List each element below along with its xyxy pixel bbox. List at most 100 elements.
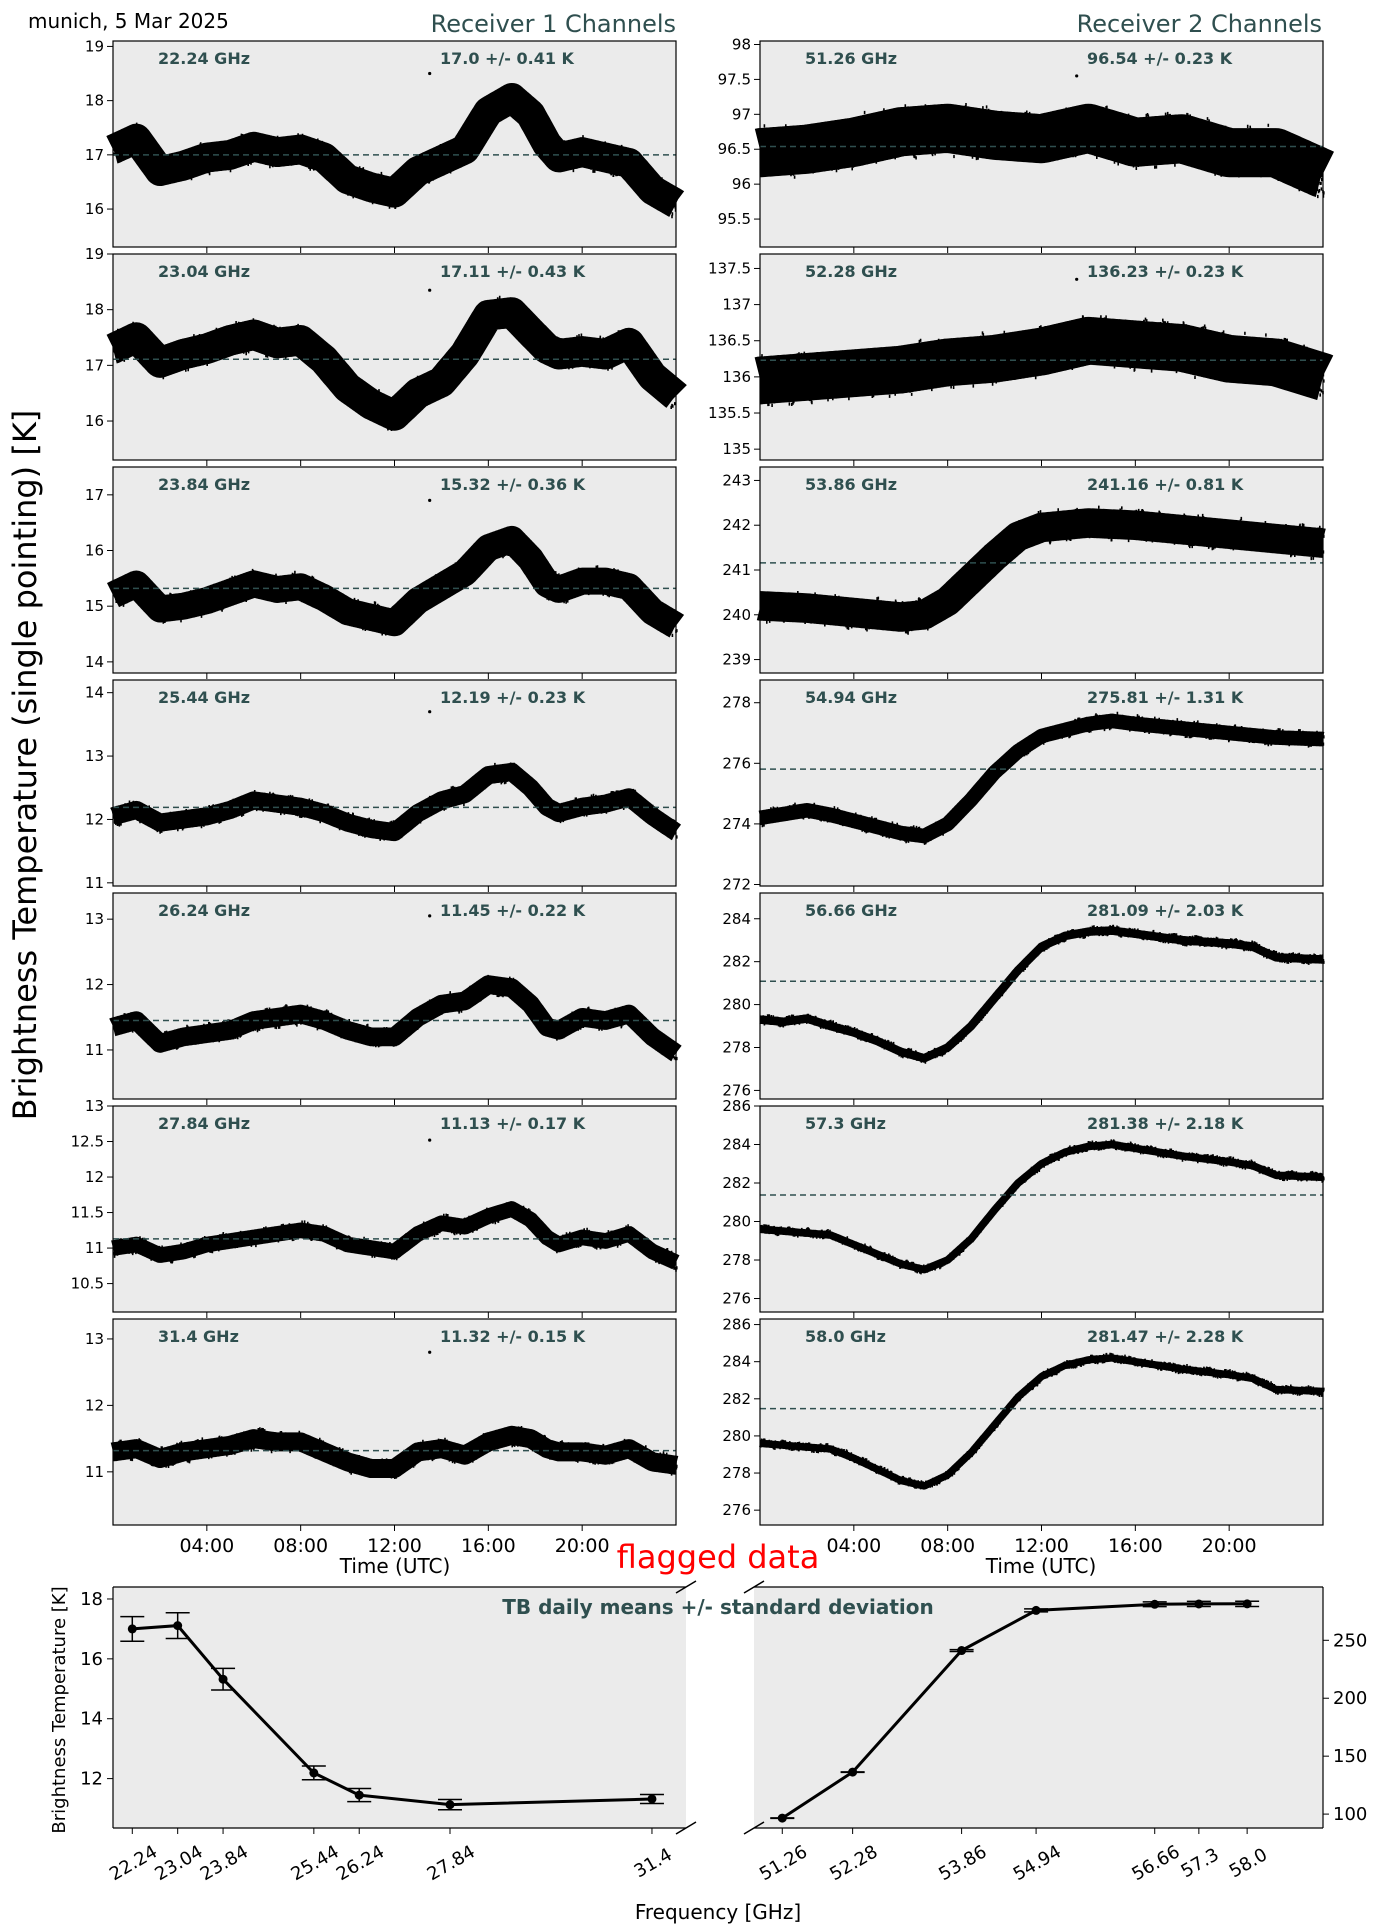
y-tick-label: 278 [722, 1251, 751, 1269]
mean-point [173, 1621, 183, 1631]
y-tick-label: 136 [722, 368, 751, 386]
panel-background [760, 467, 1323, 673]
frequency-label: 58.0 GHz [805, 1327, 886, 1346]
x-tick-label: 51.26 [756, 1841, 811, 1885]
data-band [104, 762, 685, 842]
outlier-point [1075, 74, 1079, 78]
y-tick-label: 284 [722, 1353, 751, 1371]
y-tick-label: 12 [85, 976, 104, 994]
mean-std-label: 12.19 +/- 0.23 K [440, 688, 586, 707]
y-tick-label: 19 [85, 37, 104, 55]
y-tick-label: 11 [85, 874, 104, 892]
y-tick-label: 243 [722, 471, 751, 489]
outlier-point [428, 498, 432, 503]
summary-left-background [113, 1587, 686, 1828]
y-tick-label: 11 [85, 1463, 104, 1481]
x-tick-label: 22.24 [106, 1841, 161, 1885]
mean-point [1150, 1599, 1160, 1609]
outlier-point [428, 1350, 432, 1354]
y-tick-label: 272 [722, 875, 751, 893]
panel-frame [112, 892, 677, 1100]
x-tick-label: 54.94 [1010, 1841, 1065, 1885]
panel-31-4-ghz: 31.4 GHz 11.32 +/- 0.15 K 11 12 13 04:00 08:00… [85, 1318, 686, 1557]
panel-frame [759, 679, 1324, 887]
data-band [736, 316, 1347, 405]
frequency-label: 53.86 GHz [805, 475, 897, 494]
y-tick-label: 100 [1333, 1804, 1367, 1825]
y-tick-label: 97 [732, 105, 751, 123]
frequency-label: 26.24 GHz [158, 901, 250, 920]
data-band [103, 1425, 686, 1479]
panel-frame [759, 466, 1324, 674]
data-band [756, 1140, 1327, 1274]
y-tick-label: 12.5 [71, 1133, 104, 1151]
y-tick-label: 17 [85, 146, 104, 164]
y-tick-label: 278 [722, 694, 751, 712]
y-tick-label: 137.5 [708, 259, 751, 277]
x-tick-label: 16:00 [461, 1535, 516, 1557]
y-tick-label: 97.5 [718, 70, 751, 88]
y-axis-label: Brightness Temperature (single pointing)… [6, 410, 44, 1121]
mean-std-label: 96.54 +/- 0.23 K [1087, 49, 1233, 68]
outlier-point [428, 914, 432, 918]
data-band [99, 525, 690, 639]
panel-background [760, 893, 1323, 1099]
y-tick-label: 137 [722, 296, 751, 314]
panel-frame [112, 466, 677, 674]
y-tick-label: 280 [722, 1213, 751, 1231]
panel-54-94-ghz: 54.94 GHz 275.81 +/- 1.31 K 272 274 276 278 [722, 679, 1330, 893]
y-tick-label: 280 [722, 1427, 751, 1445]
frequency-label: 54.94 GHz [805, 688, 897, 707]
y-tick-label: 18 [85, 301, 104, 319]
x-tick-label: 04:00 [826, 1535, 881, 1557]
mean-point [957, 1646, 967, 1656]
y-tick-label: 240 [722, 606, 751, 624]
y-tick-label: 276 [722, 1501, 751, 1519]
y-tick-label: 19 [85, 245, 104, 263]
x-axis-label-right: Time (UTC) [985, 1554, 1097, 1578]
y-tick-label: 11 [85, 1041, 104, 1059]
x-tick-label: 04:00 [179, 1535, 234, 1557]
outlier-point [1075, 277, 1079, 281]
receiver2-title: Receiver 2 Channels [1077, 10, 1322, 38]
site-date-label: munich, 5 Mar 2025 [28, 9, 229, 33]
outlier-point [428, 1138, 432, 1142]
panel-frame [112, 40, 677, 248]
mean-std-label: 281.47 +/- 2.28 K [1087, 1327, 1244, 1346]
mean-std-label: 136.23 +/- 0.23 K [1087, 262, 1244, 281]
mean-point [354, 1790, 364, 1800]
y-tick-label: 200 [1333, 1688, 1367, 1709]
outlier-point [428, 71, 432, 76]
frequency-label: 22.24 GHz [158, 49, 250, 68]
y-tick-label: 239 [722, 651, 751, 669]
frequency-label: 57.3 GHz [805, 1114, 886, 1133]
panel-frame [759, 253, 1324, 461]
axis-break-mark [743, 1580, 765, 1594]
frequency-label: 51.26 GHz [805, 49, 897, 68]
x-tick-label: 58.0 [1226, 1844, 1271, 1882]
y-tick-label: 14 [85, 684, 104, 702]
panel-frame [112, 1105, 677, 1313]
panel-frame [112, 1318, 677, 1526]
mean-std-label: 11.13 +/- 0.17 K [440, 1114, 586, 1133]
y-tick-label: 150 [1333, 1746, 1367, 1767]
axis-break-mark [675, 1821, 697, 1835]
x-axis-label-left: Time (UTC) [339, 1554, 451, 1578]
y-tick-label: 286 [722, 1097, 751, 1115]
y-tick-label: 13 [85, 747, 104, 765]
frequency-label: 31.4 GHz [158, 1327, 239, 1346]
y-tick-label: 13 [85, 910, 104, 928]
y-tick-label: 282 [722, 1174, 751, 1192]
mean-std-label: 11.45 +/- 0.22 K [440, 901, 586, 920]
panel-background [760, 1319, 1323, 1525]
mean-point [1031, 1605, 1041, 1615]
mean-point [127, 1624, 137, 1634]
y-tick-label: 250 [1333, 1630, 1367, 1651]
y-tick-label: 12 [85, 1168, 104, 1186]
y-tick-label: 286 [722, 1316, 751, 1334]
frequency-label: 25.44 GHz [158, 688, 250, 707]
data-band [753, 713, 1330, 844]
y-tick-label: 242 [722, 516, 751, 534]
y-tick-label: 17 [85, 486, 104, 504]
x-tick-label: 23.04 [151, 1841, 206, 1885]
